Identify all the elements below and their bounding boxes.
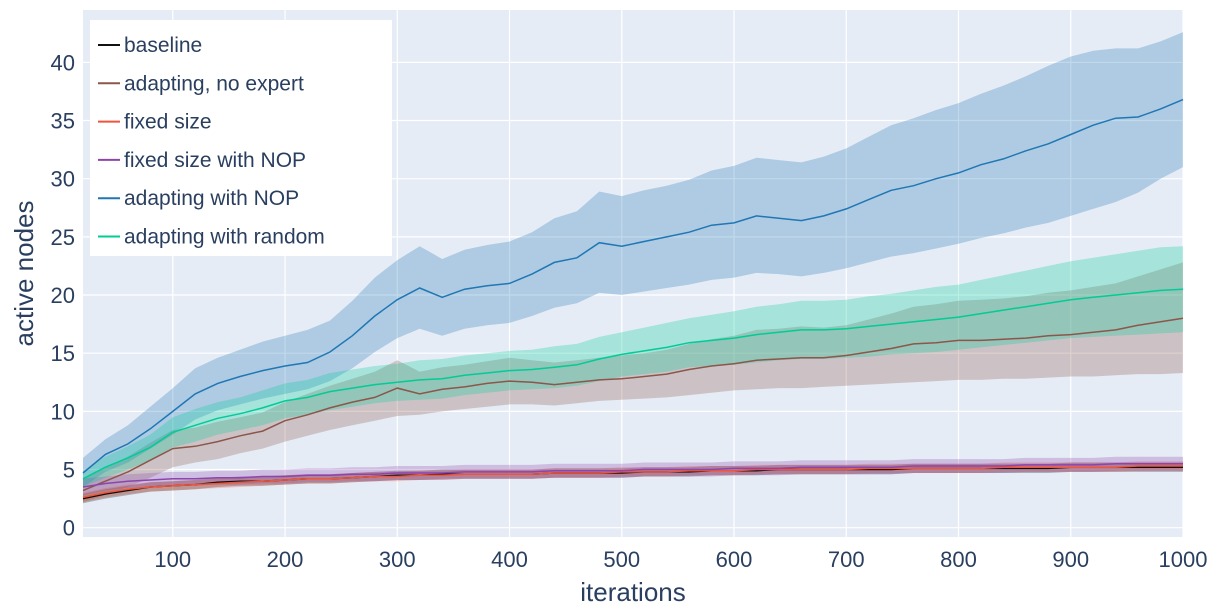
legend-item-fixed-size-with-nop: fixed size with NOP	[98, 149, 306, 172]
legend-item-adapting-with-random: adapting with random	[98, 226, 325, 249]
y-tick-label: 5	[63, 458, 75, 483]
x-tick-label: 600	[716, 547, 753, 572]
band-adapting-with-random	[83, 246, 1183, 487]
legend-item-adapting-no-expert: adapting, no expert	[98, 72, 304, 95]
x-tick-label: 700	[828, 547, 865, 572]
legend-label: adapting, no expert	[124, 72, 304, 95]
band-fixed-size	[83, 461, 1183, 503]
y-tick-label: 20	[51, 283, 75, 308]
legend-item-adapting-with-nop: adapting with NOP	[98, 187, 299, 210]
y-tick-label: 25	[51, 225, 75, 250]
y-axis-ticks: 0 5 10 15 20 25 30 35 40	[51, 50, 75, 540]
x-tick-label: 300	[379, 547, 416, 572]
band-baseline	[83, 462, 1183, 504]
line-adapting-with-random	[82, 288, 1184, 480]
legend-label: adapting with NOP	[124, 187, 299, 210]
line-adapting-no-expert	[82, 317, 1184, 492]
legend-label: fixed size with NOP	[124, 149, 306, 172]
x-tick-label: 500	[603, 547, 640, 572]
legend-label: fixed size	[124, 111, 212, 134]
y-tick-label: 10	[51, 399, 75, 424]
y-tick-label: 35	[51, 109, 75, 134]
x-tick-label: 100	[154, 547, 191, 572]
x-axis-title: iterations	[580, 577, 686, 607]
y-tick-label: 0	[63, 516, 75, 541]
x-tick-label: 200	[267, 547, 304, 572]
y-tick-label: 30	[51, 167, 75, 192]
legend-item-fixed-size: fixed size	[98, 111, 212, 134]
band-adapting-with-nop	[83, 32, 1183, 487]
series-lines	[82, 98, 1184, 500]
line-fixed-size	[82, 465, 1183, 499]
line-adapting-with-nop	[82, 98, 1184, 474]
x-axis-ticks: 100 200 300 400 500 600 700 800 900 1000	[154, 547, 1207, 572]
x-tick-label: 900	[1052, 547, 1089, 572]
y-tick-label: 15	[51, 341, 75, 366]
x-tick-label: 1000	[1159, 547, 1208, 572]
line-fixed-size-with-nop	[82, 462, 1183, 488]
x-tick-label: 400	[491, 547, 528, 572]
legend-box	[90, 20, 392, 256]
legend-item-baseline: baseline	[98, 34, 202, 57]
y-axis-title: active nodes	[9, 201, 39, 347]
legend-label: adapting with random	[124, 226, 325, 249]
y-tick-label: 40	[51, 50, 75, 75]
x-tick-label: 800	[940, 547, 977, 572]
legend-label: baseline	[124, 34, 202, 57]
legend: baseline adapting, no expert fixed size fix…	[90, 20, 392, 256]
